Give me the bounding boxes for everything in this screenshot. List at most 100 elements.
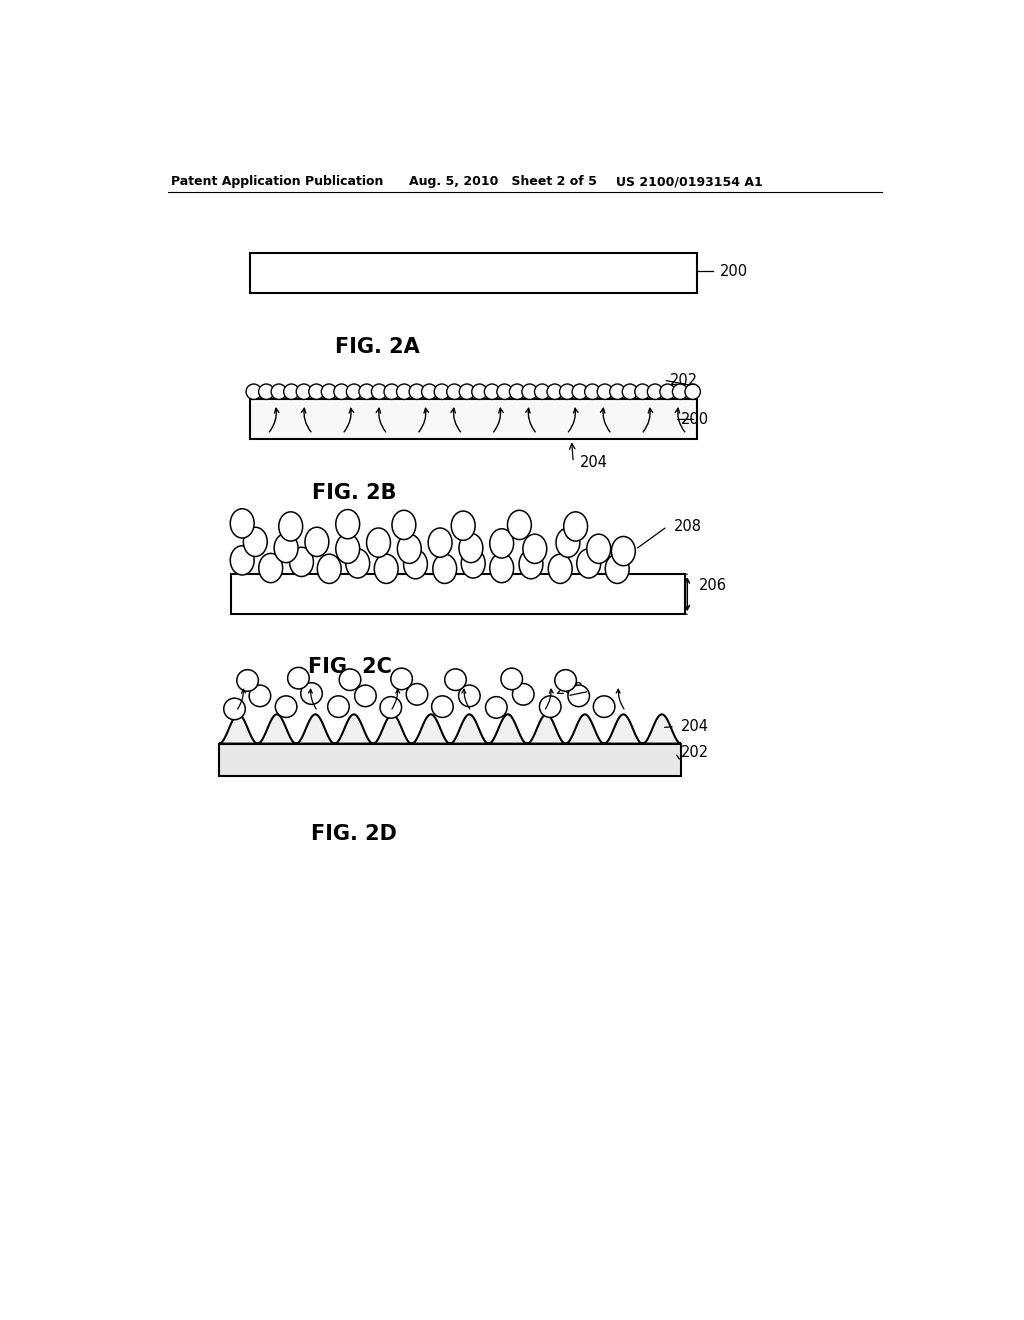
Circle shape	[446, 384, 462, 400]
Text: FIG. 2C: FIG. 2C	[308, 657, 392, 677]
Circle shape	[309, 384, 325, 400]
Ellipse shape	[577, 549, 601, 578]
Circle shape	[497, 384, 512, 400]
Text: 208: 208	[674, 519, 701, 535]
Circle shape	[288, 668, 309, 689]
Ellipse shape	[274, 533, 298, 562]
Ellipse shape	[403, 549, 427, 579]
Ellipse shape	[605, 554, 629, 583]
Ellipse shape	[279, 512, 303, 541]
Circle shape	[384, 384, 399, 400]
Ellipse shape	[433, 554, 457, 583]
Ellipse shape	[392, 511, 416, 540]
Ellipse shape	[428, 528, 452, 557]
Circle shape	[346, 384, 361, 400]
Ellipse shape	[523, 535, 547, 564]
Circle shape	[380, 697, 401, 718]
Circle shape	[484, 384, 500, 400]
Circle shape	[328, 696, 349, 718]
Ellipse shape	[244, 527, 267, 557]
Circle shape	[444, 669, 466, 690]
Ellipse shape	[336, 510, 359, 539]
Circle shape	[246, 384, 261, 400]
Circle shape	[522, 384, 538, 400]
Ellipse shape	[336, 535, 359, 564]
Ellipse shape	[611, 536, 635, 566]
Text: FIG. 2D: FIG. 2D	[311, 824, 396, 843]
Circle shape	[275, 696, 297, 718]
Circle shape	[334, 384, 349, 400]
Text: 200: 200	[720, 264, 748, 279]
Circle shape	[391, 668, 413, 689]
Text: 208: 208	[555, 682, 584, 697]
Circle shape	[623, 384, 638, 400]
Circle shape	[339, 669, 360, 690]
Circle shape	[249, 685, 270, 706]
Circle shape	[485, 697, 507, 718]
Circle shape	[555, 669, 577, 692]
Circle shape	[359, 384, 375, 400]
Ellipse shape	[452, 511, 475, 540]
Text: 204: 204	[681, 719, 709, 734]
Text: 204: 204	[580, 455, 607, 470]
Circle shape	[547, 384, 562, 400]
Ellipse shape	[290, 548, 313, 577]
Ellipse shape	[563, 512, 588, 541]
Circle shape	[409, 384, 425, 400]
Circle shape	[572, 384, 588, 400]
Circle shape	[673, 384, 688, 400]
Circle shape	[568, 685, 590, 706]
Bar	[219, 743, 681, 776]
Circle shape	[509, 384, 524, 400]
Text: 202: 202	[681, 746, 710, 760]
Circle shape	[296, 384, 311, 400]
Ellipse shape	[397, 535, 421, 564]
Circle shape	[472, 384, 487, 400]
Circle shape	[597, 384, 612, 400]
Circle shape	[535, 384, 550, 400]
Ellipse shape	[461, 549, 485, 578]
Ellipse shape	[305, 527, 329, 557]
Circle shape	[512, 684, 535, 705]
Text: 202: 202	[670, 372, 697, 388]
Circle shape	[609, 384, 625, 400]
Circle shape	[372, 384, 387, 400]
Ellipse shape	[230, 545, 254, 576]
Ellipse shape	[587, 535, 610, 564]
Bar	[230, 574, 685, 614]
Ellipse shape	[459, 533, 483, 562]
Circle shape	[459, 384, 475, 400]
Bar	[250, 253, 696, 293]
Ellipse shape	[259, 553, 283, 582]
Circle shape	[396, 384, 412, 400]
Circle shape	[301, 682, 323, 705]
Circle shape	[635, 384, 650, 400]
Circle shape	[422, 384, 437, 400]
Circle shape	[322, 384, 337, 400]
Ellipse shape	[367, 528, 390, 557]
Circle shape	[237, 669, 258, 692]
Circle shape	[501, 668, 522, 689]
Circle shape	[259, 384, 274, 400]
Ellipse shape	[374, 554, 398, 583]
Circle shape	[271, 384, 287, 400]
Text: Patent Application Publication: Patent Application Publication	[171, 176, 383, 189]
Ellipse shape	[508, 511, 531, 540]
Ellipse shape	[519, 549, 543, 579]
Circle shape	[593, 696, 614, 718]
Circle shape	[223, 698, 246, 719]
Ellipse shape	[489, 529, 514, 558]
Circle shape	[540, 696, 561, 718]
Circle shape	[685, 384, 700, 400]
Circle shape	[459, 685, 480, 706]
Ellipse shape	[230, 508, 254, 539]
Circle shape	[647, 384, 663, 400]
Text: Aug. 5, 2010   Sheet 2 of 5: Aug. 5, 2010 Sheet 2 of 5	[410, 176, 597, 189]
Circle shape	[559, 384, 574, 400]
Ellipse shape	[556, 528, 580, 557]
Circle shape	[284, 384, 299, 400]
Text: 200: 200	[681, 412, 710, 426]
Text: 206: 206	[698, 578, 727, 593]
Circle shape	[407, 684, 428, 705]
Circle shape	[659, 384, 675, 400]
